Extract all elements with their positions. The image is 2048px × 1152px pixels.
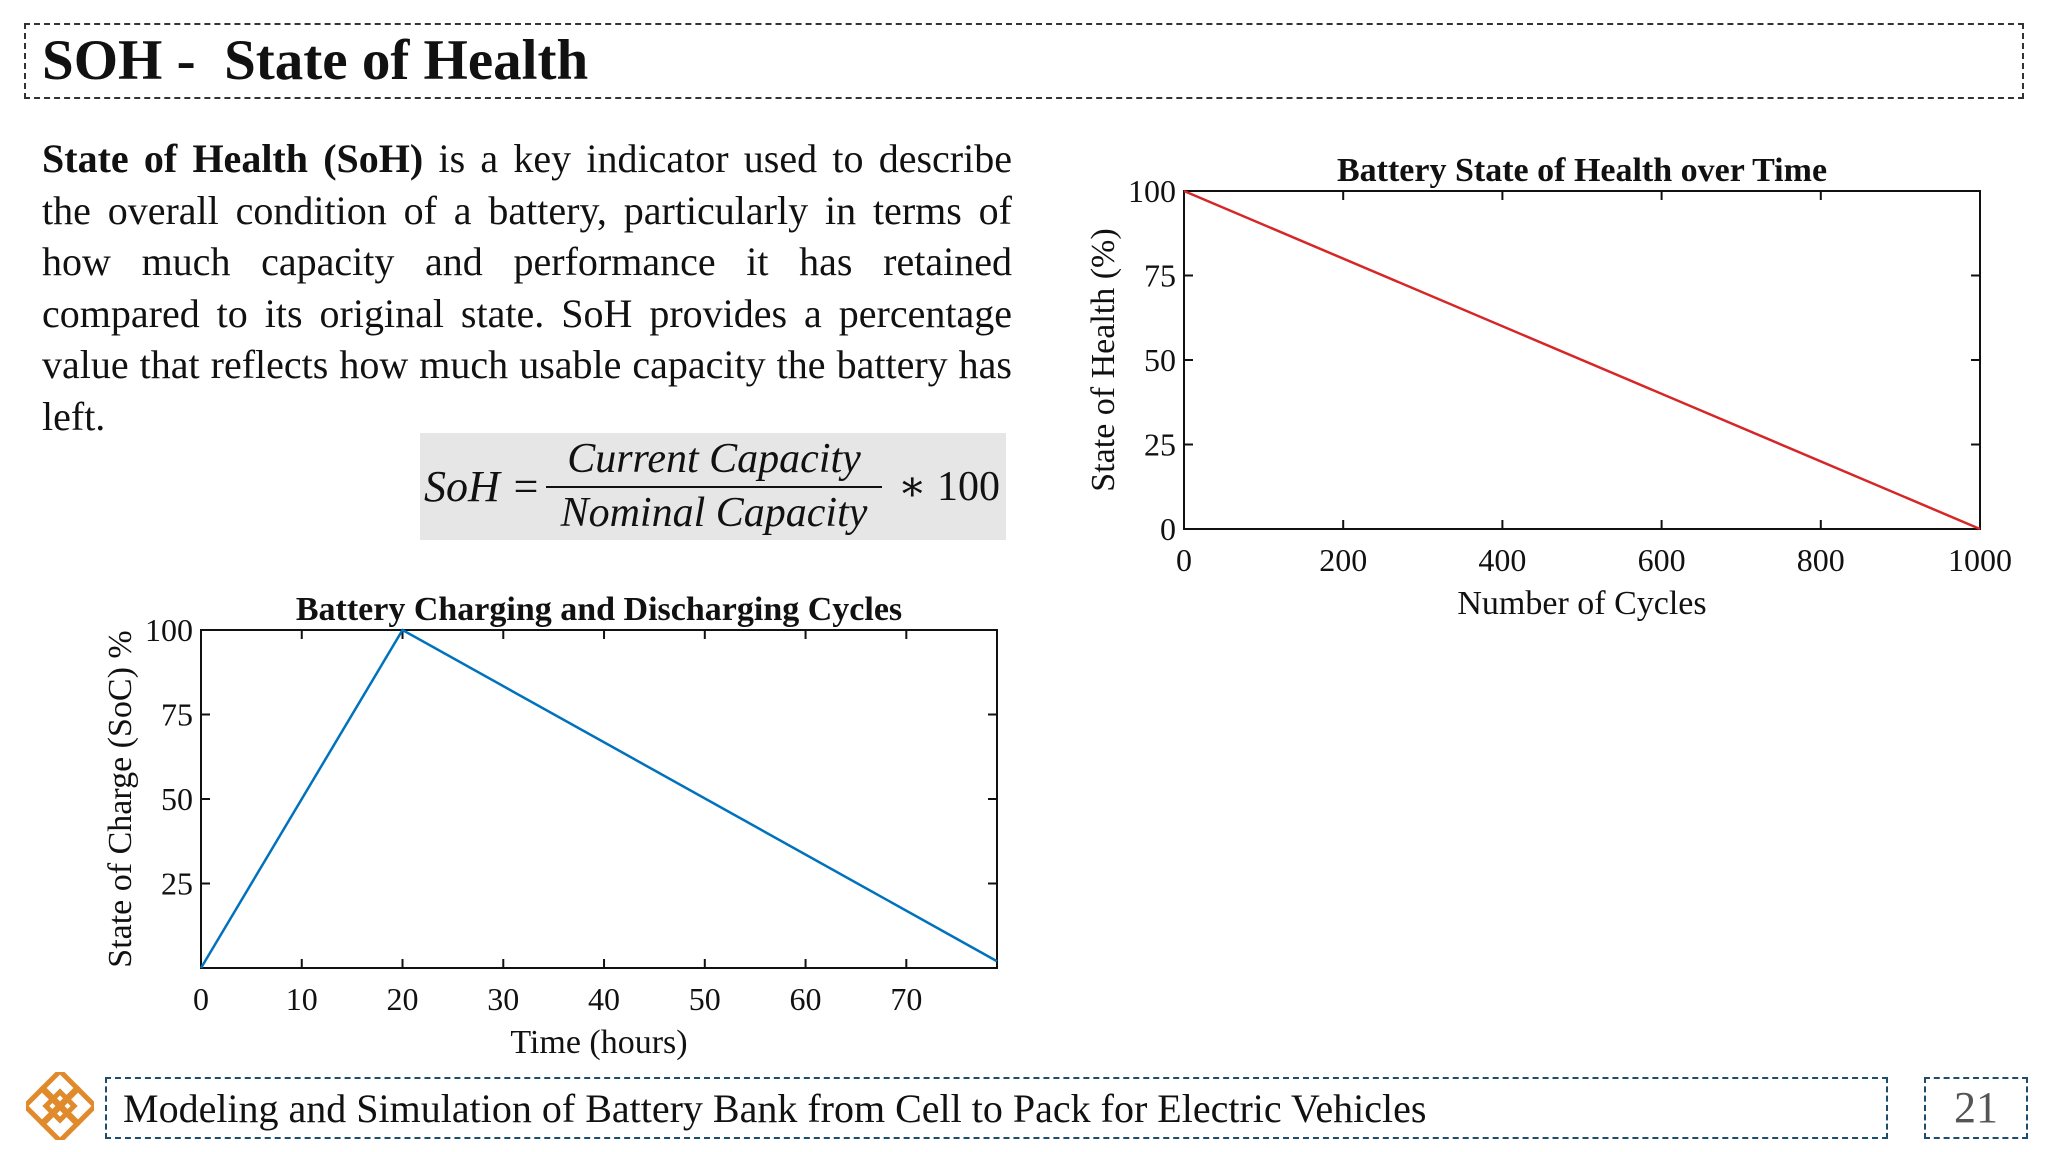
- y-tick-label: 25: [1144, 427, 1176, 463]
- x-tick-label: 600: [1638, 542, 1686, 578]
- y-tick-label: 0: [1160, 511, 1176, 547]
- page-number: 21: [1954, 1083, 1998, 1132]
- y-tick-label: 100: [1128, 173, 1176, 209]
- slide-title-box: SOH - State of Health: [24, 23, 2024, 99]
- slide-title: SOH - State of Health: [42, 29, 589, 92]
- intro-term: State of Health (SoH): [42, 136, 424, 181]
- x-tick-label: 400: [1478, 542, 1526, 578]
- footer-box: Modeling and Simulation of Battery Bank …: [105, 1077, 1888, 1139]
- intro-body: is a key indicator used to describe the …: [42, 136, 1012, 439]
- formula-lhs: SoH =: [424, 462, 541, 511]
- formula-rhs: ∗ 100: [898, 464, 1001, 510]
- x-tick-label: 200: [1319, 542, 1367, 578]
- chart-title: Battery State of Health over Time: [1337, 152, 1827, 189]
- intro-paragraph: State of Health (SoH) is a key indicator…: [42, 133, 1012, 442]
- fraction-bar: [546, 486, 882, 488]
- y-tick-label: 50: [1144, 342, 1176, 378]
- x-tick-label: 1000: [1948, 542, 2012, 578]
- page-number-box: 21: [1924, 1077, 2028, 1139]
- soh-formula: SoH = Current Capacity Nominal Capacity …: [420, 433, 1006, 540]
- x-tick-label: 800: [1797, 542, 1845, 578]
- y-axis-label: State of Health (%): [1085, 228, 1122, 491]
- formula-numerator: Current Capacity: [567, 436, 861, 482]
- x-tick-label: 0: [1176, 542, 1192, 578]
- series-line-0: [1183, 189, 1981, 531]
- y-tick-label: 75: [1144, 258, 1176, 294]
- formula-denominator: Nominal Capacity: [560, 490, 868, 536]
- x-axis-label: Number of Cycles: [1457, 585, 1706, 622]
- footer-text: Modeling and Simulation of Battery Bank …: [123, 1086, 1427, 1131]
- endless-knot-icon: [26, 1072, 94, 1140]
- formula-fraction: Current Capacity Nominal Capacity: [544, 433, 884, 540]
